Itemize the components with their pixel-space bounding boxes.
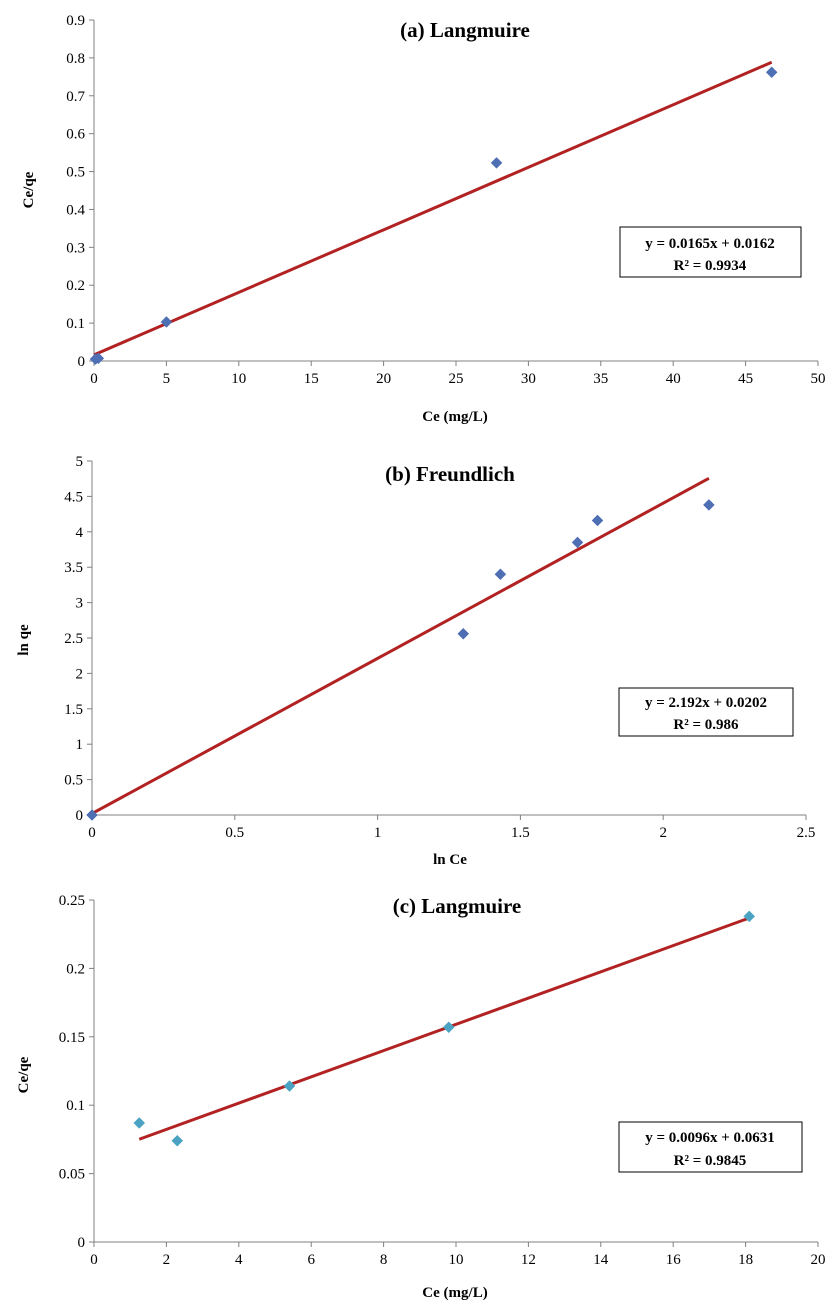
x-tick-label: 12 <box>521 1252 536 1268</box>
equation-box-frame <box>619 226 802 278</box>
regression-equation: y = 0.0096x + 0.0631 <box>645 1130 775 1146</box>
y-tick-label: 0 <box>76 808 84 824</box>
y-tick-label: 0.7 <box>66 89 85 105</box>
x-tick-label: 0 <box>90 371 98 387</box>
y-tick-label: 0 <box>78 1235 86 1251</box>
y-tick-label: 5 <box>76 454 84 470</box>
y-tick-label: 0.4 <box>66 202 85 218</box>
y-tick-label: 0.9 <box>66 13 85 29</box>
x-tick-label: 5 <box>163 371 171 387</box>
data-point <box>92 352 105 365</box>
equation-box-frame <box>618 687 794 737</box>
x-tick-label: 2 <box>163 1252 171 1268</box>
x-tick-label: 14 <box>593 1252 609 1268</box>
panel-b-freundlich: (b) Freundlich ln Ce ln qe y = 2.192x + … <box>16 454 815 868</box>
x-axis-label: Ce (mg/L) <box>422 1285 487 1301</box>
trendline <box>91 477 710 815</box>
x-tick-label: 6 <box>307 1252 315 1268</box>
y-axis-label: ln qe <box>16 624 32 656</box>
chart-title: (a) Langmuire <box>400 18 530 42</box>
trendline <box>138 916 750 1141</box>
y-tick-label: 0.8 <box>66 51 85 67</box>
equation-box: y = 0.0096x + 0.0631 R² = 0.9845 <box>618 1121 803 1173</box>
y-tick-label: 0.5 <box>64 773 83 789</box>
y-tick-label: 0 <box>78 354 86 370</box>
data-point <box>133 1117 146 1129</box>
data-point <box>703 499 715 511</box>
r-squared: R² = 0.9934 <box>674 258 747 274</box>
y-tick-label: 3 <box>76 596 84 612</box>
x-tick-label: 15 <box>304 371 319 387</box>
equation-box: y = 0.0165x + 0.0162 R² = 0.9934 <box>619 226 802 278</box>
y-tick-label: 0.05 <box>59 1167 85 1183</box>
chart-title: (b) Freundlich <box>385 462 515 486</box>
x-tick-label: 16 <box>666 1252 682 1268</box>
y-tick-label: 4.5 <box>64 489 83 505</box>
x-tick-label: 45 <box>738 371 753 387</box>
y-tick-label: 2 <box>76 666 84 682</box>
x-tick-label: 4 <box>235 1252 243 1268</box>
data-point <box>743 910 756 923</box>
x-tick-label: 25 <box>449 371 464 387</box>
y-tick-label: 1 <box>76 737 84 753</box>
x-tick-label: 0 <box>90 1252 98 1268</box>
r-squared: R² = 0.9845 <box>674 1153 747 1169</box>
x-tick-label: 8 <box>380 1252 388 1268</box>
y-axis-label: Ce/qe <box>21 171 37 208</box>
y-tick-label: 0.1 <box>66 1098 85 1114</box>
x-tick-label: 30 <box>521 371 536 387</box>
data-point <box>490 156 503 169</box>
x-tick-label: 10 <box>449 1252 464 1268</box>
y-tick-label: 0.15 <box>59 1030 85 1046</box>
y-tick-label: 1.5 <box>64 702 83 718</box>
x-tick-label: 50 <box>811 371 826 387</box>
r-squared: R² = 0.986 <box>673 717 739 733</box>
x-tick-label: 0.5 <box>225 825 244 841</box>
equation-box-frame <box>618 1121 803 1173</box>
x-tick-label: 0 <box>88 825 96 841</box>
y-tick-label: 0.3 <box>66 240 85 256</box>
x-tick-label: 10 <box>231 371 246 387</box>
y-tick-label: 0.2 <box>66 278 85 294</box>
data-point <box>494 568 507 581</box>
data-point <box>283 1080 296 1092</box>
x-tick-label: 40 <box>666 371 681 387</box>
y-tick-label: 0.5 <box>66 165 85 181</box>
regression-equation: y = 0.0165x + 0.0162 <box>645 236 775 252</box>
y-tick-label: 0.2 <box>66 961 85 977</box>
y-tick-label: 0.6 <box>66 127 85 143</box>
x-axis-label: ln Ce <box>433 852 467 868</box>
data-point <box>591 514 604 527</box>
y-tick-label: 4 <box>76 525 84 541</box>
x-tick-label: 18 <box>738 1252 753 1268</box>
y-tick-label: 0.1 <box>66 316 85 332</box>
x-tick-label: 20 <box>811 1252 826 1268</box>
chart-title: (c) Langmuire <box>393 894 522 918</box>
data-point <box>171 1134 184 1147</box>
y-tick-label: 0.25 <box>59 893 85 909</box>
regression-equation: y = 2.192x + 0.0202 <box>645 695 767 711</box>
trendline <box>93 60 773 357</box>
x-tick-label: 20 <box>376 371 391 387</box>
x-tick-label: 1 <box>374 825 382 841</box>
data-point <box>571 536 584 549</box>
y-tick-label: 2.5 <box>64 631 83 647</box>
data-point <box>86 809 98 821</box>
y-tick-label: 3.5 <box>64 560 83 576</box>
x-tick-label: 1.5 <box>511 825 530 841</box>
x-axis-label: Ce (mg/L) <box>422 409 487 425</box>
x-tick-label: 2 <box>659 825 667 841</box>
data-point <box>765 66 778 79</box>
x-tick-label: 2.5 <box>797 825 816 841</box>
panel-c-langmuire: (c) Langmuire Ce (mg/L) Ce/qe y = 0.0096… <box>16 893 826 1301</box>
y-axis-label: Ce/qe <box>16 1056 32 1093</box>
x-tick-label: 35 <box>593 371 608 387</box>
data-point <box>160 316 173 328</box>
panel-a-langmuire: (a) Langmuire Ce (mg/L) Ce/qe y = 0.0165… <box>21 13 826 425</box>
data-point <box>442 1021 455 1034</box>
data-point <box>457 627 470 640</box>
equation-box: y = 2.192x + 0.0202 R² = 0.986 <box>618 687 794 737</box>
